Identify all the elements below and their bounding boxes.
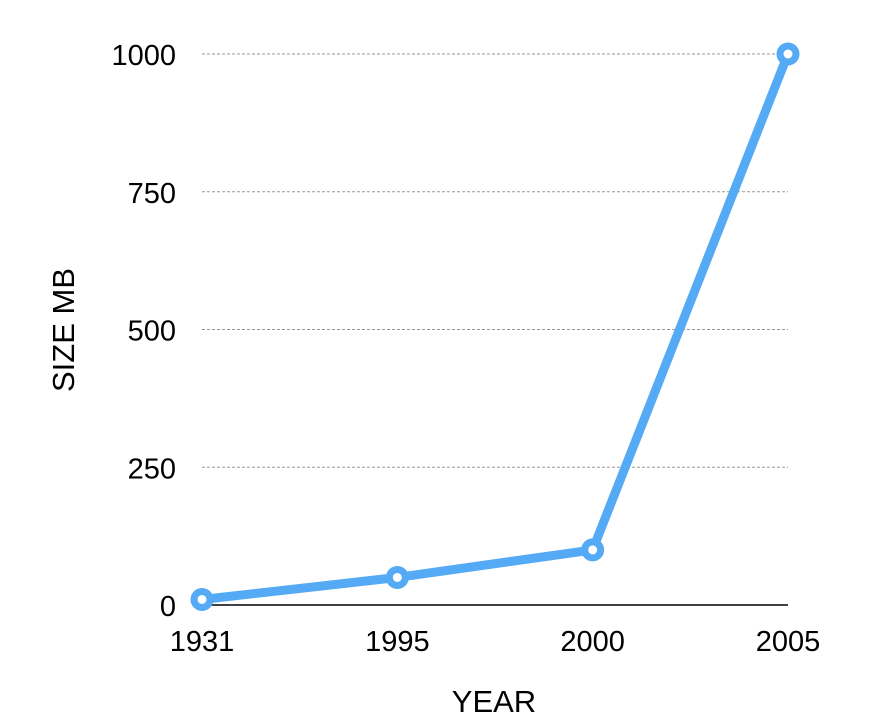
data-point [776,42,800,66]
y-tick-label: 1000 [111,40,176,72]
y-axis-title: SIZE MB [46,268,81,392]
data-point [385,565,409,589]
x-tick-label: 1995 [365,626,430,658]
x-axis-title: YEAR [452,684,536,719]
y-tick-label: 750 [128,178,176,210]
series [190,42,800,611]
x-tick-label: 2005 [756,626,821,658]
x-tick-label: 1931 [170,626,235,658]
y-tick-label: 250 [128,453,176,485]
data-point [190,587,214,611]
series-line [197,49,793,604]
grid-lines [202,53,788,468]
x-tick-labels: 1931 1995 2000 2005 [170,626,821,658]
y-tick-labels: 0 250 500 750 1000 [111,40,176,623]
y-tick-label: 500 [128,316,176,348]
data-point [581,538,605,562]
x-tick-label: 2000 [560,626,625,658]
y-tick-label: 0 [160,591,176,623]
